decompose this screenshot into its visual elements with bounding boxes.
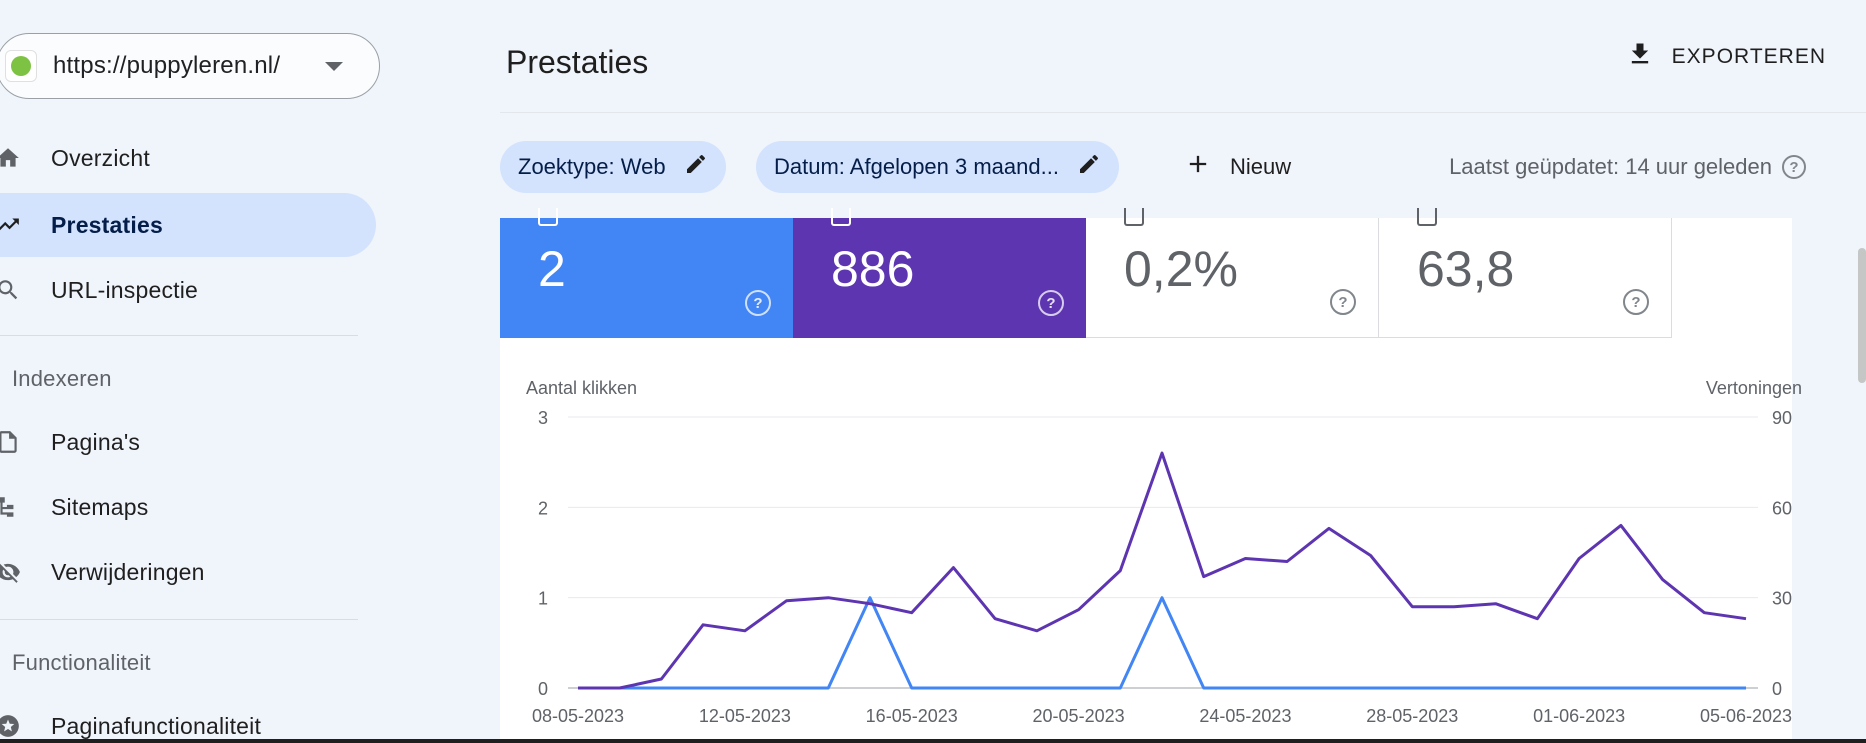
sitemap-icon — [0, 493, 22, 521]
page-title: Prestaties — [506, 44, 649, 80]
help-icon[interactable]: ? — [1623, 289, 1649, 315]
sidebar-item-label: Pagina's — [51, 428, 141, 455]
chevron-down-icon — [325, 62, 343, 71]
checkbox-icon — [831, 208, 851, 226]
sidebar: https://puppyleren.nl/ Overzicht Prestat… — [0, 0, 380, 743]
filter-chip-label: Datum: Afgelopen 3 maand... — [774, 154, 1059, 179]
export-label: EXPORTEREN — [1671, 45, 1826, 68]
performance-chart: Aantal klikken Vertoningen 3 90 2 60 1 30 0 0 0… — [526, 378, 1802, 726]
y-axis-label-left: Aantal klikken — [526, 378, 637, 398]
metric-value-impressions: 886 — [831, 241, 915, 297]
sidebar-item-paginas[interactable]: Pagina's — [0, 410, 376, 474]
sidebar-item-label: URL-inspectie — [51, 276, 199, 303]
sidebar-item-sitemaps[interactable]: Sitemaps — [0, 475, 376, 539]
file-icon — [0, 428, 22, 456]
sidebar-item-label: Sitemaps — [51, 493, 149, 520]
filter-chip-label: Zoektype: Web — [518, 154, 666, 179]
metric-tile-clicks[interactable]: 2 ? — [500, 208, 793, 338]
y-tick-left: 0 — [538, 679, 548, 699]
x-tick-label: 08-05-2023 — [532, 706, 624, 726]
help-icon[interactable]: ? — [1330, 289, 1356, 315]
section-label-indexeren: Indexeren — [12, 366, 112, 391]
search-icon — [0, 276, 22, 304]
sidebar-item-label: Verwijderingen — [51, 558, 205, 585]
visibility-off-icon — [0, 558, 22, 586]
sidebar-item-label: Overzicht — [51, 144, 150, 171]
sidebar-item-overzicht[interactable]: Overzicht — [0, 126, 376, 190]
x-tick-label: 28-05-2023 — [1366, 706, 1458, 726]
y-tick-left: 3 — [538, 408, 548, 428]
last-updated-label: Laatst geüpdatet: 14 uur geleden — [1449, 154, 1772, 179]
x-tick-label: 01-06-2023 — [1533, 706, 1625, 726]
edit-icon — [684, 152, 708, 182]
series-line-impressions — [578, 451, 1747, 690]
y-tick-right: 30 — [1772, 589, 1792, 609]
y-tick-left: 2 — [538, 498, 548, 518]
filter-chip-datum[interactable]: Datum: Afgelopen 3 maand... — [756, 141, 1119, 193]
download-icon — [1626, 40, 1654, 74]
checkbox-icon — [538, 208, 558, 226]
y-axis-label-right: Vertoningen — [1706, 378, 1802, 398]
metric-value-ctr: 0,2% — [1124, 241, 1238, 297]
sidebar-item-prestaties[interactable]: Prestaties — [0, 193, 376, 257]
sidebar-item-verwijderingen[interactable]: Verwijderingen — [0, 540, 376, 604]
sidebar-item-label: Paginafunctionaliteit — [51, 712, 262, 739]
filter-chip-zoektype[interactable]: Zoektype: Web — [500, 141, 726, 193]
divider — [0, 619, 358, 620]
metric-value-position: 63,8 — [1417, 241, 1515, 297]
new-filter-label: Nieuw — [1230, 154, 1292, 179]
x-tick-label: 05-06-2023 — [1700, 706, 1792, 726]
checkbox-icon — [1124, 208, 1144, 226]
property-logo — [5, 50, 37, 82]
checkbox-icon — [1417, 208, 1437, 226]
plus-icon — [1184, 150, 1212, 184]
x-tick-label: 20-05-2023 — [1033, 706, 1125, 726]
sidebar-item-paginafunctionaliteit[interactable]: Paginafunctionaliteit — [0, 694, 376, 743]
metric-tile-ctr[interactable]: 0,2% ? — [1086, 208, 1379, 338]
section-label-functionaliteit: Functionaliteit — [12, 650, 151, 675]
export-button[interactable]: EXPORTEREN — [1626, 40, 1826, 74]
sidebar-item-label: Prestaties — [51, 211, 163, 238]
last-updated: Laatst geüpdatet: 14 uur geleden ? — [1449, 154, 1806, 180]
metric-tile-impressions[interactable]: 886 ? — [793, 208, 1086, 338]
y-tick-right: 0 — [1772, 679, 1782, 699]
edit-icon — [1077, 152, 1101, 182]
scrollbar[interactable] — [1858, 248, 1866, 383]
series-line-clicks — [578, 596, 1746, 690]
performance-card: 2 ? 886 ? 0,2% ? 63,8 ? — [500, 208, 1792, 743]
home-icon — [0, 144, 22, 172]
star-badge-icon — [0, 712, 22, 740]
property-selector[interactable]: https://puppyleren.nl/ — [0, 33, 380, 99]
x-tick-label: 12-05-2023 — [699, 706, 791, 726]
x-tick-label: 24-05-2023 — [1199, 706, 1291, 726]
y-tick-left: 1 — [538, 589, 548, 609]
metric-value-clicks: 2 — [538, 241, 566, 297]
help-icon[interactable]: ? — [1782, 155, 1806, 179]
header-divider — [500, 112, 1866, 113]
metric-tile-position[interactable]: 63,8 ? — [1379, 208, 1672, 338]
sidebar-item-url-inspectie[interactable]: URL-inspectie — [0, 258, 376, 322]
help-icon[interactable]: ? — [745, 290, 771, 316]
x-tick-label: 16-05-2023 — [866, 706, 958, 726]
property-url: https://puppyleren.nl/ — [53, 52, 281, 79]
new-filter-button[interactable]: Nieuw — [1184, 150, 1291, 184]
y-tick-right: 60 — [1772, 498, 1792, 518]
divider — [0, 335, 358, 336]
y-tick-right: 90 — [1772, 408, 1792, 428]
trending-up-icon — [0, 211, 22, 239]
help-icon[interactable]: ? — [1038, 290, 1064, 316]
bottom-edge — [0, 739, 1866, 743]
